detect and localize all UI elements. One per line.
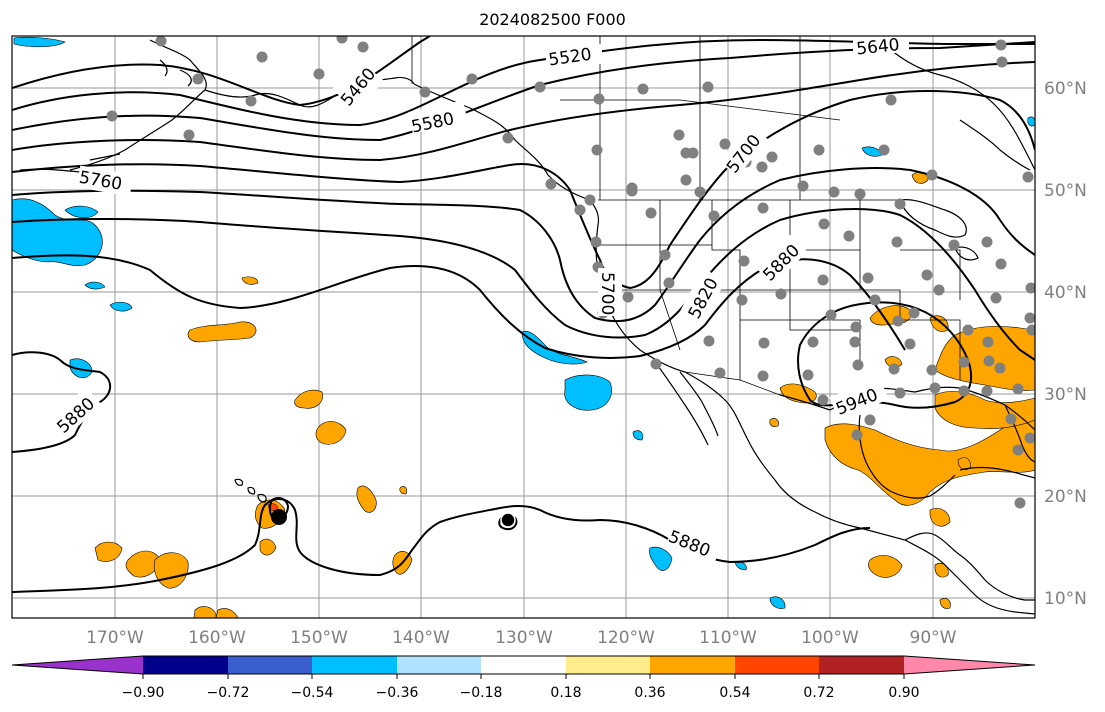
lon-label: 120°W — [597, 628, 655, 648]
colorbar-segment — [566, 656, 650, 674]
colorbar-segment — [650, 656, 735, 674]
colorbar-segment — [12, 656, 143, 674]
positive-anomaly-areas — [94, 171, 1035, 618]
colorbar-segment — [312, 656, 397, 674]
colorbar-segment — [397, 656, 481, 674]
coastlines — [19, 39, 1035, 615]
lat-label: 40°N — [1044, 283, 1087, 303]
lon-label: 100°W — [801, 628, 859, 648]
colorbar-tick-label: −0.36 — [376, 685, 419, 701]
colorbar-segment — [819, 656, 904, 674]
negative-anomaly-areas — [12, 36, 1035, 609]
colorbar-segment — [143, 656, 228, 674]
colorbar-segment — [481, 656, 566, 674]
lon-label: 150°W — [290, 628, 348, 648]
colorbar-segment — [228, 656, 312, 674]
low-center-marker — [500, 512, 516, 528]
lon-label: 130°W — [495, 628, 553, 648]
colorbar-tick-label: 0.18 — [550, 685, 581, 701]
colorbar-segment — [735, 656, 819, 674]
colorbar-tick-label: −0.90 — [122, 685, 165, 701]
contour-label-5700-west: 5700 — [597, 272, 617, 315]
colorbar-tick-label: −0.54 — [291, 685, 334, 701]
lat-label: 10°N — [1044, 589, 1087, 609]
lat-label: 60°N — [1044, 79, 1087, 99]
colorbar-tick-label: −0.72 — [207, 685, 250, 701]
station-markers — [106, 36, 1035, 509]
colorbar-tick-label: 0.90 — [888, 685, 919, 701]
lon-label: 170°W — [86, 628, 144, 648]
colorbar-tick-label: 0.36 — [634, 685, 665, 701]
lon-label: 110°W — [699, 628, 757, 648]
map-title: 2024082500 F000 — [479, 10, 626, 29]
contour-label-5640: 5640 — [855, 35, 900, 59]
hawaii-marker — [271, 509, 287, 525]
gridlines — [12, 36, 1035, 618]
political-borders — [411, 36, 961, 396]
lat-label: 30°N — [1044, 385, 1087, 405]
colorbar: −0.90 −0.72 −0.54 −0.36 −0.18 0.18 0.36 … — [11, 655, 1036, 701]
lon-label: 90°W — [910, 628, 957, 648]
colorbar-segment — [904, 656, 1035, 674]
colorbar-tick-label: 0.54 — [719, 685, 750, 701]
colorbar-tick-label: 0.72 — [803, 685, 834, 701]
lat-label: 20°N — [1044, 487, 1087, 507]
lon-label: 160°W — [188, 628, 246, 648]
lon-label: 140°W — [392, 628, 450, 648]
colorbar-tick-label: −0.18 — [460, 685, 503, 701]
latitude-labels: 60°N 50°N 40°N 30°N 20°N 10°N — [1044, 79, 1087, 609]
lat-label: 50°N — [1044, 181, 1087, 201]
longitude-labels: 170°W 160°W 150°W 140°W 130°W 120°W 110°… — [86, 628, 957, 648]
map-frame — [11, 35, 1036, 619]
